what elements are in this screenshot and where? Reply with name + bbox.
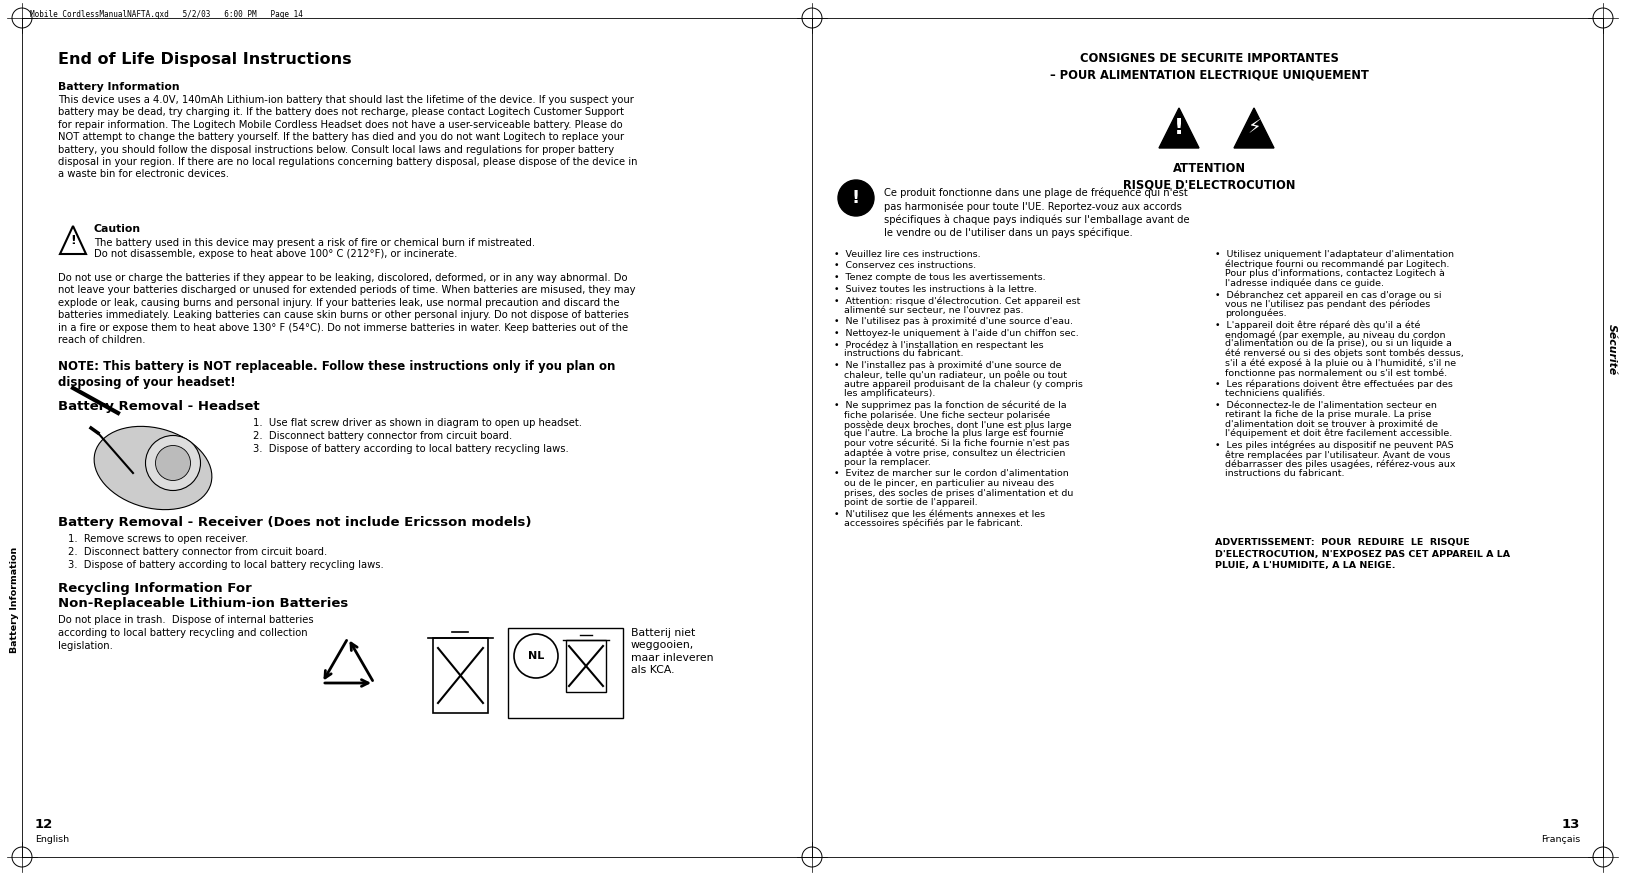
Text: 13: 13 — [1562, 818, 1580, 831]
Text: être remplacées par l'utilisateur. Avant de vous: être remplacées par l'utilisateur. Avant… — [1225, 450, 1451, 459]
Text: ADVERTISSEMENT:  POUR  REDUIRE  LE  RISQUE
D'ELECTROCUTION, N'EXPOSEZ PAS CET AP: ADVERTISSEMENT: POUR REDUIRE LE RISQUE D… — [1216, 538, 1510, 570]
Text: 1.  Remove screws to open receiver.: 1. Remove screws to open receiver. — [68, 534, 249, 544]
Ellipse shape — [156, 445, 190, 480]
Text: Do not place in trash.  Dispose of internal batteries
according to local battery: Do not place in trash. Dispose of intern… — [58, 615, 314, 651]
Text: fonctionne pas normalement ou s'il est tombé.: fonctionne pas normalement ou s'il est t… — [1225, 368, 1448, 377]
Ellipse shape — [94, 426, 211, 509]
Text: instructions du fabricant.: instructions du fabricant. — [1225, 469, 1344, 478]
Text: techniciens qualifiés.: techniciens qualifiés. — [1225, 389, 1326, 398]
Bar — [509, 628, 622, 718]
Text: NL: NL — [528, 651, 544, 661]
Text: •  L'appareil doit être réparé dès qu'il a été: • L'appareil doit être réparé dès qu'il … — [1216, 320, 1420, 330]
Text: Do not use or charge the batteries if they appear to be leaking, discolored, def: Do not use or charge the batteries if th… — [58, 273, 635, 345]
Text: instructions du fabricant.: instructions du fabricant. — [843, 349, 964, 359]
Text: l'adresse indiquée dans ce guide.: l'adresse indiquée dans ce guide. — [1225, 278, 1384, 288]
Text: Recycling Information For
Non-Replaceable Lithium-ion Batteries: Recycling Information For Non-Replaceabl… — [58, 582, 348, 610]
Polygon shape — [1159, 108, 1199, 148]
Text: fiche polarisée. Une fiche secteur polarisée: fiche polarisée. Une fiche secteur polar… — [843, 410, 1050, 420]
Text: d'alimentation doit se trouver à proximité de: d'alimentation doit se trouver à proximi… — [1225, 419, 1438, 429]
Text: Batterij niet
weggooien,
maar inleveren
als KCA.: Batterij niet weggooien, maar inleveren … — [630, 628, 713, 676]
Text: adaptée à votre prise, consultez un électricien: adaptée à votre prise, consultez un élec… — [843, 449, 1066, 458]
Text: •  Veuillez lire ces instructions.: • Veuillez lire ces instructions. — [834, 250, 980, 259]
Text: Mobile CordlessManualNAFTA.qxd   5/2/03   6:00 PM   Page 14: Mobile CordlessManualNAFTA.qxd 5/2/03 6:… — [29, 10, 302, 19]
Text: •  Conservez ces instructions.: • Conservez ces instructions. — [834, 262, 977, 270]
Text: d'alimentation ou de la prise), ou si un liquide a: d'alimentation ou de la prise), ou si un… — [1225, 340, 1451, 348]
Text: l'équipement et doit être facilement accessible.: l'équipement et doit être facilement acc… — [1225, 429, 1453, 438]
Text: CONSIGNES DE SECURITE IMPORTANTES
– POUR ALIMENTATION ELECTRIQUE UNIQUEMENT: CONSIGNES DE SECURITE IMPORTANTES – POUR… — [1050, 52, 1368, 81]
Text: autre appareil produisant de la chaleur (y compris: autre appareil produisant de la chaleur … — [843, 380, 1082, 389]
Text: Ce produit fonctionne dans une plage de fréquence qui n'est
pas harmonisée pour : Ce produit fonctionne dans une plage de … — [884, 188, 1190, 238]
Text: Caution: Caution — [94, 224, 141, 234]
Text: End of Life Disposal Instructions: End of Life Disposal Instructions — [58, 52, 351, 67]
Text: •  Les piles intégrées au dispositif ne peuvent PAS: • Les piles intégrées au dispositif ne p… — [1216, 440, 1454, 450]
Text: alimenté sur secteur, ne l'ouvrez pas.: alimenté sur secteur, ne l'ouvrez pas. — [843, 305, 1024, 315]
Text: •  Déconnectez-le de l'alimentation secteur en: • Déconnectez-le de l'alimentation secte… — [1216, 401, 1436, 410]
Text: •  Nettoyez-le uniquement à l'aide d'un chiffon sec.: • Nettoyez-le uniquement à l'aide d'un c… — [834, 328, 1079, 338]
Text: Français: Français — [1540, 835, 1580, 844]
Text: !: ! — [70, 234, 76, 247]
Text: Battery Information: Battery Information — [58, 82, 180, 92]
Text: ATTENTION
RISQUE D'ELECTROCUTION: ATTENTION RISQUE D'ELECTROCUTION — [1123, 162, 1295, 191]
Text: vous ne l'utilisez pas pendant des périodes: vous ne l'utilisez pas pendant des pério… — [1225, 299, 1430, 309]
Text: •  Ne supprimez pas la fonction de sécurité de la: • Ne supprimez pas la fonction de sécuri… — [834, 401, 1066, 410]
Text: 3.  Dispose of battery according to local battery recycling laws.: 3. Dispose of battery according to local… — [254, 444, 569, 454]
Text: été renversé ou si des objets sont tombés dessus,: été renversé ou si des objets sont tombé… — [1225, 349, 1464, 359]
Text: •  Débranchez cet appareil en cas d'orage ou si: • Débranchez cet appareil en cas d'orage… — [1216, 290, 1441, 299]
Text: prises, des socles de prises d'alimentation et du: prises, des socles de prises d'alimentat… — [843, 488, 1074, 498]
Text: The battery used in this device may present a risk of fire or chemical burn if m: The battery used in this device may pres… — [94, 238, 535, 248]
Text: Battery Removal - Headset: Battery Removal - Headset — [58, 400, 260, 413]
Bar — [432, 638, 487, 713]
Text: 2.  Disconnect battery connector from circuit board.: 2. Disconnect battery connector from cir… — [254, 431, 512, 441]
Text: •  Ne l'utilisez pas à proximité d'une source d'eau.: • Ne l'utilisez pas à proximité d'une so… — [834, 317, 1072, 326]
Text: •  Tenez compte de tous les avertissements.: • Tenez compte de tous les avertissement… — [834, 273, 1045, 282]
Text: pour la remplacer.: pour la remplacer. — [843, 458, 931, 467]
Ellipse shape — [146, 436, 200, 491]
Text: les amplificateurs).: les amplificateurs). — [843, 389, 936, 398]
Text: !: ! — [1173, 118, 1185, 138]
Text: •  Attention: risque d'électrocution. Cet appareil est: • Attention: risque d'électrocution. Cet… — [834, 296, 1081, 305]
Text: chaleur, telle qu'un radiateur, un poêle ou tout: chaleur, telle qu'un radiateur, un poêle… — [843, 370, 1068, 380]
Text: ou de le pincer, en particulier au niveau des: ou de le pincer, en particulier au nivea… — [843, 479, 1055, 488]
Text: possède deux broches, dont l'une est plus large: possède deux broches, dont l'une est plu… — [843, 420, 1071, 430]
Text: pour votre sécurité. Si la fiche fournie n'est pas: pour votre sécurité. Si la fiche fournie… — [843, 439, 1069, 449]
Text: 1.  Use flat screw driver as shown in diagram to open up headset.: 1. Use flat screw driver as shown in dia… — [254, 418, 582, 428]
Bar — [566, 640, 606, 692]
Text: débarrasser des piles usagées, référez-vous aux: débarrasser des piles usagées, référez-v… — [1225, 459, 1456, 469]
Text: Sécurité: Sécurité — [1607, 325, 1617, 375]
Text: s'il a été exposé à la pluie ou à l'humidité, s'il ne: s'il a été exposé à la pluie ou à l'humi… — [1225, 359, 1456, 368]
Text: 12: 12 — [36, 818, 54, 831]
Text: point de sortie de l'appareil.: point de sortie de l'appareil. — [843, 498, 978, 507]
Circle shape — [838, 180, 874, 216]
Text: accessoires spécifiés par le fabricant.: accessoires spécifiés par le fabricant. — [843, 519, 1024, 528]
Text: retirant la fiche de la prise murale. La prise: retirant la fiche de la prise murale. La… — [1225, 410, 1432, 419]
Text: English: English — [36, 835, 70, 844]
Text: !: ! — [852, 189, 860, 207]
Text: •  Utilisez uniquement l'adaptateur d'alimentation: • Utilisez uniquement l'adaptateur d'ali… — [1216, 250, 1454, 259]
Text: •  Ne l'installez pas à proximité d'une source de: • Ne l'installez pas à proximité d'une s… — [834, 361, 1061, 370]
Text: Pour plus d'informations, contactez Logitech à: Pour plus d'informations, contactez Logi… — [1225, 269, 1445, 278]
Text: NOTE: This battery is NOT replaceable. Follow these instructions only if you pla: NOTE: This battery is NOT replaceable. F… — [58, 360, 616, 389]
Text: This device uses a 4.0V, 140mAh Lithium-ion battery that should last the lifetim: This device uses a 4.0V, 140mAh Lithium-… — [58, 95, 637, 179]
Text: 2.  Disconnect battery connector from circuit board.: 2. Disconnect battery connector from cir… — [68, 547, 327, 557]
Text: prolonguées.: prolonguées. — [1225, 309, 1287, 318]
Text: ⚡: ⚡ — [1246, 118, 1261, 137]
Text: •  Evitez de marcher sur le cordon d'alimentation: • Evitez de marcher sur le cordon d'alim… — [834, 470, 1069, 479]
Polygon shape — [1233, 108, 1274, 148]
Text: Battery Removal - Receiver (Does not include Ericsson models): Battery Removal - Receiver (Does not inc… — [58, 516, 531, 529]
Text: •  Suivez toutes les instructions à la lettre.: • Suivez toutes les instructions à la le… — [834, 284, 1037, 293]
Text: Do not disassemble, expose to heat above 100° C (212°F), or incinerate.: Do not disassemble, expose to heat above… — [94, 249, 457, 259]
Text: électrique fourni ou recommandé par Logitech.: électrique fourni ou recommandé par Logi… — [1225, 260, 1450, 269]
Text: endomagé (par exemple, au niveau du cordon: endomagé (par exemple, au niveau du cord… — [1225, 330, 1446, 340]
Text: •  N'utilisez que les éléments annexes et les: • N'utilisez que les éléments annexes et… — [834, 509, 1045, 519]
Text: Battery Information: Battery Information — [10, 547, 20, 653]
Text: que l'autre. La broche la plus large est fournie: que l'autre. La broche la plus large est… — [843, 430, 1063, 438]
Text: •  Les réparations doivent être effectuées par des: • Les réparations doivent être effectuée… — [1216, 380, 1453, 389]
Text: 3.  Dispose of battery according to local battery recycling laws.: 3. Dispose of battery according to local… — [68, 560, 383, 570]
Text: •  Procédez à l'installation en respectant les: • Procédez à l'installation en respectan… — [834, 340, 1043, 349]
